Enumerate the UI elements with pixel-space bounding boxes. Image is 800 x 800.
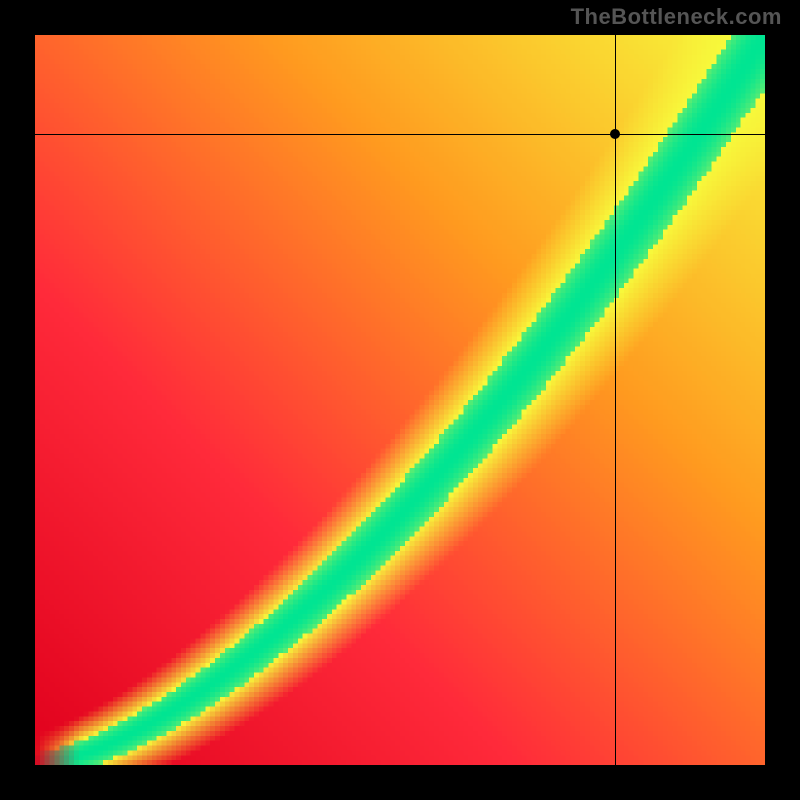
crosshair-horizontal <box>35 134 765 135</box>
crosshair-vertical <box>615 35 616 765</box>
heatmap-canvas <box>35 35 765 765</box>
heatmap-plot <box>35 35 765 765</box>
crosshair-marker <box>610 129 620 139</box>
chart-container: TheBottleneck.com <box>0 0 800 800</box>
watermark-text: TheBottleneck.com <box>571 4 782 30</box>
